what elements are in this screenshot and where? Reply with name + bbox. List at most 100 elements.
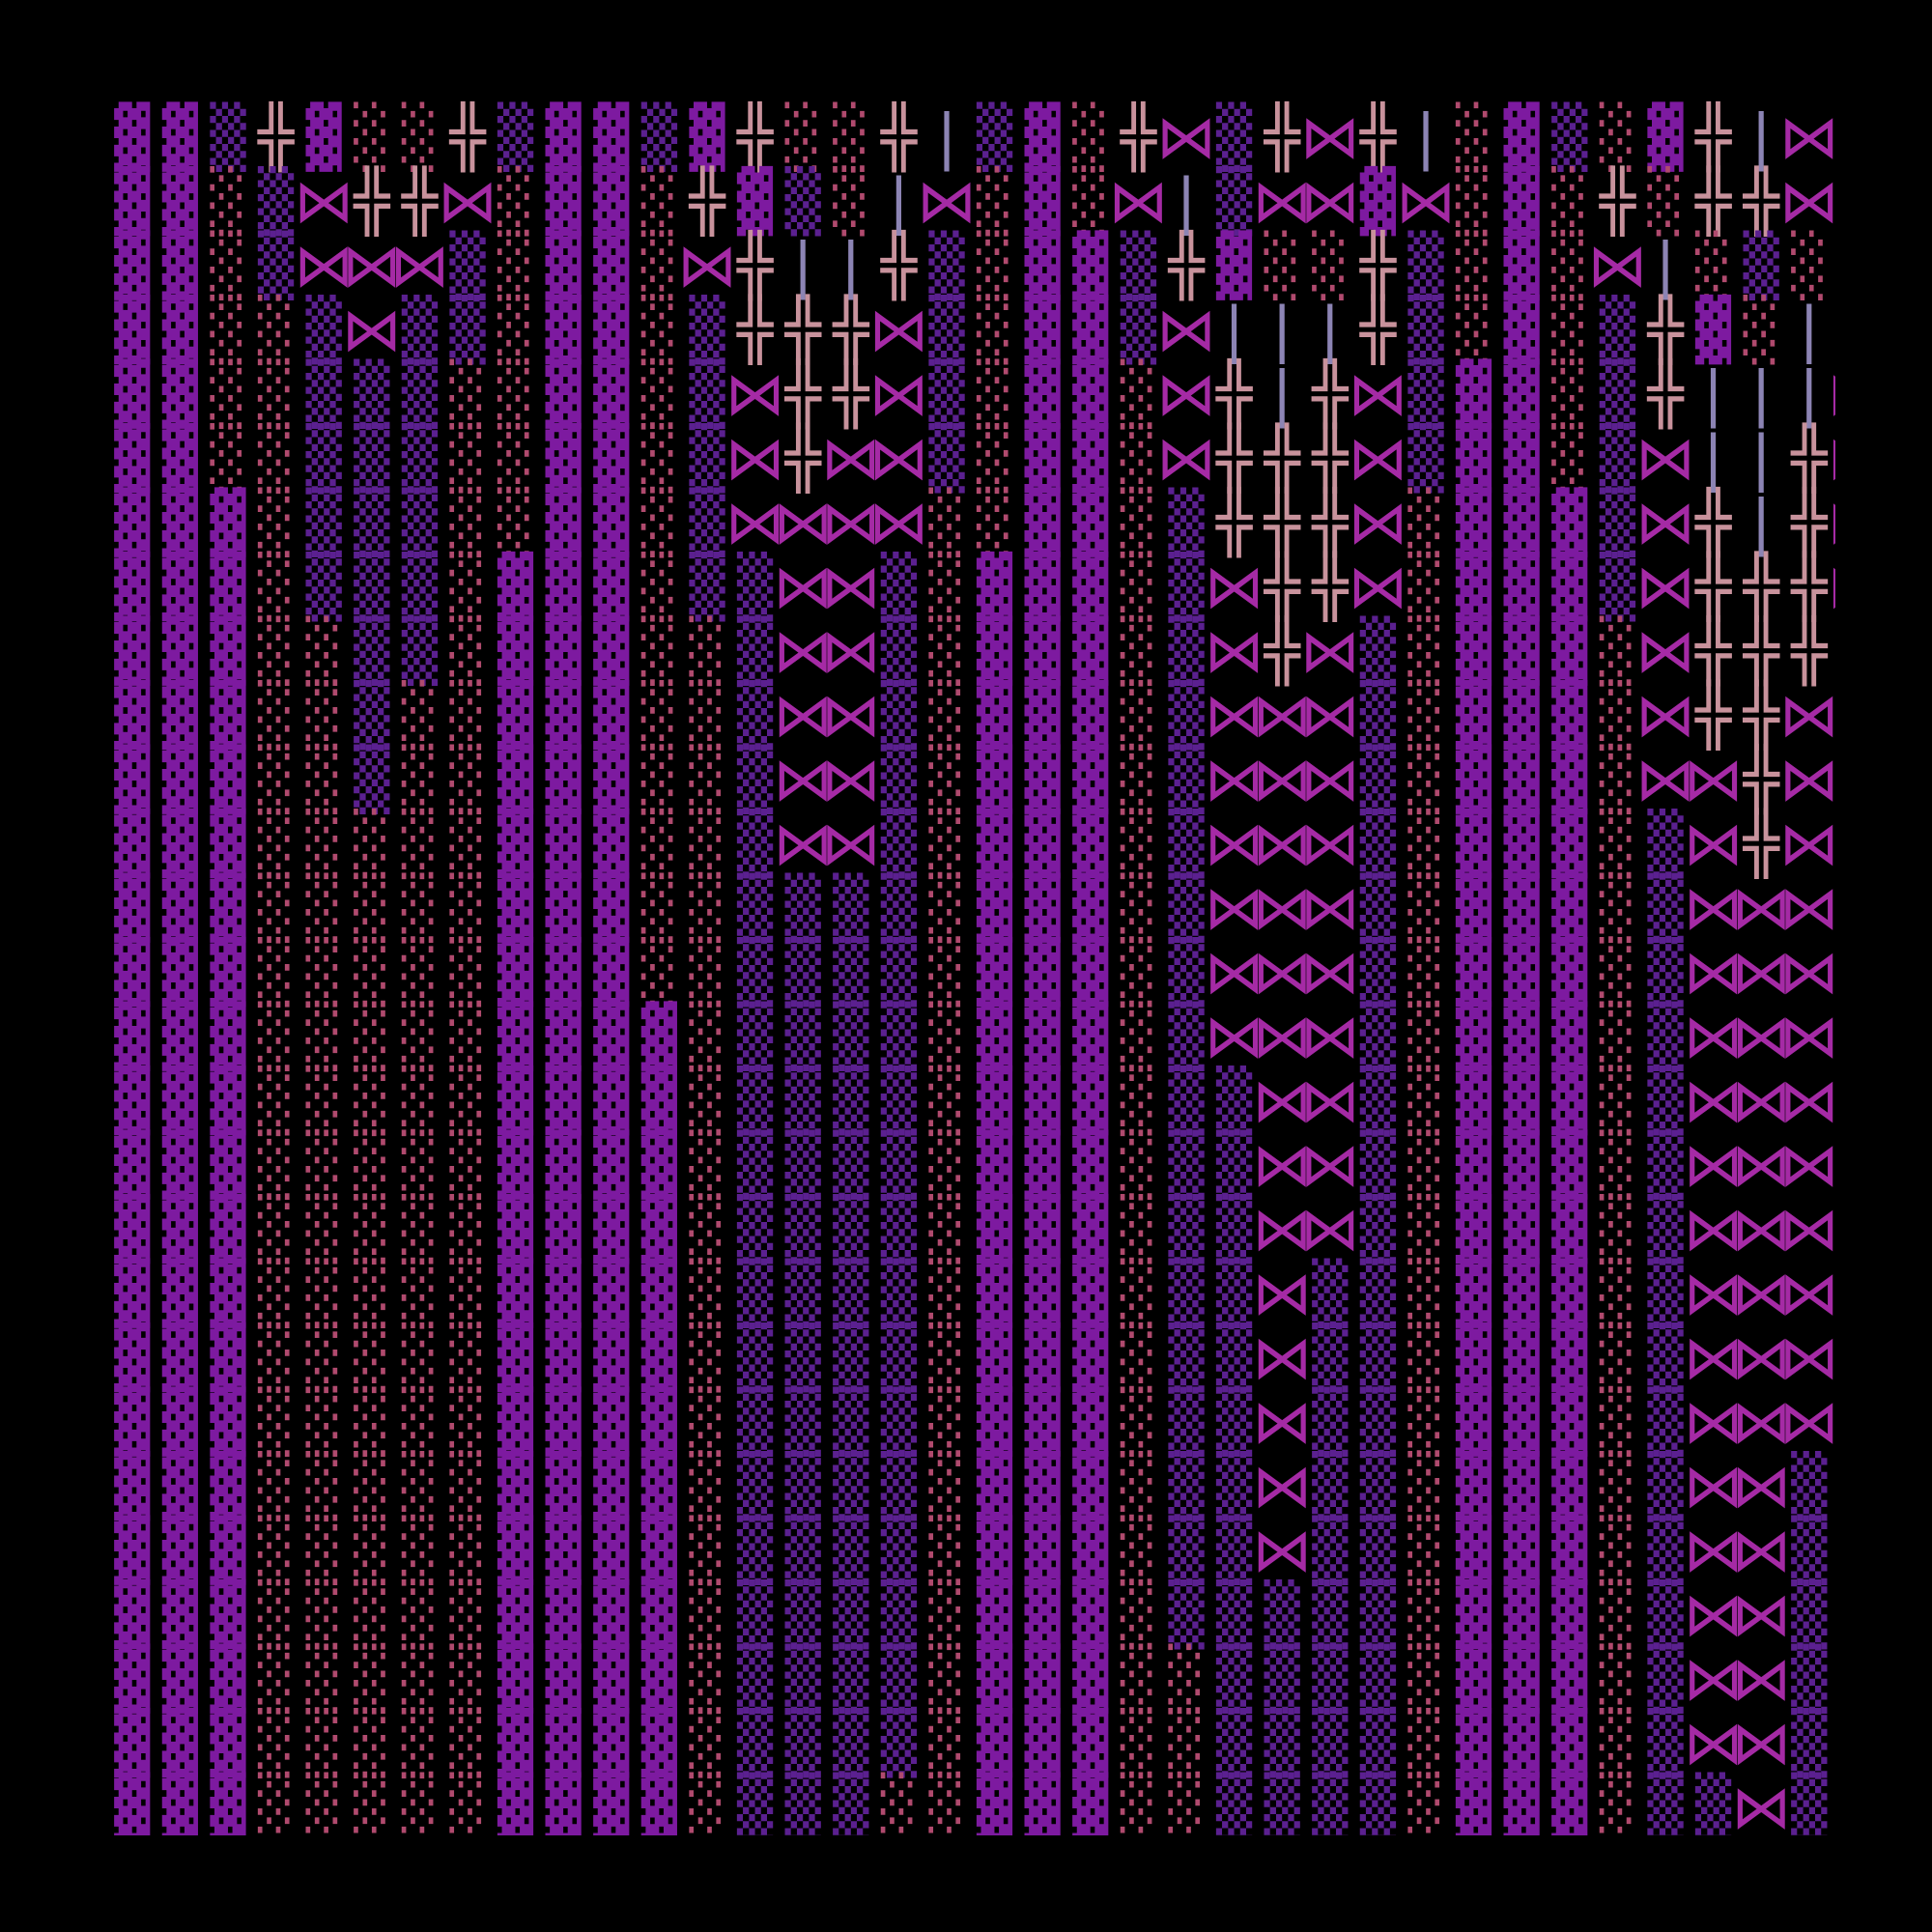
glyph: ░ (689, 872, 724, 943)
glyph: ⋈ (1587, 230, 1647, 300)
glyph: ░ (1121, 1065, 1156, 1135)
glyph: ▒ (306, 294, 343, 364)
glyph: ░ (928, 808, 964, 878)
glyph: ▒ (1168, 744, 1205, 814)
glyph: ▓ (114, 422, 151, 493)
glyph: ╬ (1743, 550, 1780, 622)
glyph: ░ (497, 294, 533, 364)
glyph: ░ (1407, 551, 1443, 621)
glyph: ▓ (1072, 1450, 1109, 1520)
glyph: ▓ (1072, 230, 1109, 300)
glyph: ▓ (546, 1321, 582, 1392)
glyph: ░ (689, 1450, 724, 1520)
glyph: ░ (1600, 1258, 1635, 1328)
glyph: ▓ (1504, 1707, 1541, 1777)
glyph: ▓ (1504, 936, 1541, 1007)
glyph: ▓ (737, 165, 774, 236)
glyph: ▒ (1360, 744, 1397, 814)
glyph: ▓ (1504, 1321, 1541, 1392)
glyph: ╬ (688, 164, 725, 237)
glyph: ▒ (1168, 679, 1205, 750)
glyph: ▓ (1551, 615, 1588, 686)
glyph: ▓ (1456, 1643, 1492, 1714)
glyph: ▒ (1216, 1707, 1253, 1777)
glyph: ⋈ (1252, 1129, 1312, 1200)
glyph: ▒ (1647, 1643, 1684, 1714)
glyph: ▓ (210, 1772, 246, 1842)
glyph: ▓ (641, 1065, 678, 1135)
glyph: ▒ (785, 1129, 822, 1200)
glyph: ⋈ (1684, 1386, 1744, 1457)
glyph: ░ (689, 808, 724, 878)
glyph: ▓ (1504, 1258, 1541, 1328)
glyph: ░ (689, 1578, 724, 1649)
glyph: ⋈ (1635, 679, 1695, 750)
glyph: ▓ (210, 1258, 246, 1328)
glyph: ░ (210, 358, 245, 429)
glyph: ▓ (114, 1065, 151, 1135)
glyph: ░ (402, 1065, 438, 1135)
glyph: ▓ (114, 679, 151, 750)
glyph: ░ (785, 101, 821, 172)
glyph: ▓ (1025, 872, 1062, 943)
glyph: ▒ (881, 1001, 918, 1071)
glyph: ░ (354, 1129, 389, 1200)
glyph: ▒ (833, 872, 869, 943)
glyph: ▓ (977, 1001, 1013, 1071)
glyph: ░ (1407, 1386, 1443, 1457)
glyph: ▒ (1312, 1450, 1349, 1520)
glyph: ░ (402, 1129, 438, 1200)
glyph: ░ (306, 936, 342, 1007)
glyph: ▒ (1600, 487, 1636, 557)
glyph: ▓ (162, 1515, 199, 1585)
glyph: ╬ (1264, 100, 1301, 173)
glyph: ╬ (448, 100, 486, 173)
glyph: ▒ (210, 101, 246, 172)
glyph: ░ (306, 1001, 342, 1071)
glyph: ░ (641, 744, 677, 814)
glyph: ░ (1168, 1643, 1204, 1714)
glyph: ▓ (210, 1450, 246, 1520)
glyph: ╬ (784, 293, 822, 365)
glyph: ░ (977, 165, 1012, 236)
glyph: ▓ (1504, 615, 1541, 686)
glyph: ╬ (1694, 486, 1732, 558)
glyph: ▓ (546, 230, 582, 300)
glyph: ▒ (785, 1707, 822, 1777)
glyph: ▓ (162, 679, 199, 750)
glyph: ░ (928, 1772, 964, 1842)
glyph: ░ (449, 487, 485, 557)
glyph: ▒ (737, 551, 774, 621)
glyph: ░ (402, 1258, 438, 1328)
glyph: ▓ (497, 1129, 534, 1200)
glyph: ▒ (402, 422, 439, 493)
glyph: ▓ (1456, 679, 1492, 750)
glyph: ▓ (1647, 101, 1684, 172)
glyph: ░ (977, 294, 1012, 364)
glyph: ░ (449, 1321, 485, 1392)
glyph: ░ (689, 1515, 724, 1585)
glyph: ⋈ (1779, 936, 1839, 1007)
glyph: ▒ (785, 1515, 822, 1585)
glyph: ▒ (1312, 1578, 1349, 1649)
glyph: ░ (402, 1193, 438, 1264)
glyph: ▓ (977, 615, 1013, 686)
glyph: ░ (1600, 1129, 1635, 1200)
glyph: ░ (306, 679, 342, 750)
glyph: ░ (1600, 1001, 1635, 1071)
glyph: ▓ (546, 551, 582, 621)
glyph: ⋈ (1827, 551, 1887, 621)
glyph: ▓ (1216, 230, 1253, 300)
glyph: ▓ (114, 808, 151, 878)
glyph: ▓ (1551, 1772, 1588, 1842)
glyph: ⋈ (725, 487, 785, 557)
glyph: ░ (354, 1193, 389, 1264)
glyph: ▓ (114, 294, 151, 364)
glyph: ▓ (162, 165, 199, 236)
glyph: ░ (1600, 1707, 1635, 1777)
glyph: ▓ (1072, 1772, 1109, 1842)
glyph: ░ (1121, 1450, 1156, 1520)
glyph: ▒ (1647, 1193, 1684, 1264)
glyph: | (1216, 294, 1252, 365)
glyph: ░ (1600, 1578, 1635, 1649)
